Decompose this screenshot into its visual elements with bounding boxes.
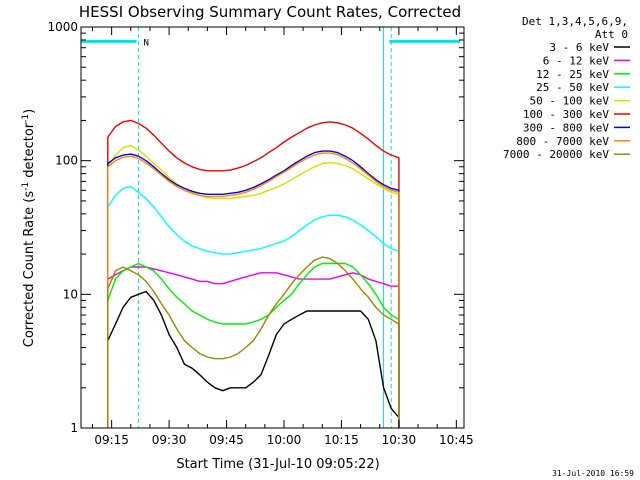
x-axis-label: Start Time (31-Jul-10 09:05:22): [176, 457, 379, 472]
series-line: [107, 262, 400, 428]
legend-entry: 6 - 12 keV: [543, 54, 610, 67]
x-tick-label: 10:00: [267, 433, 302, 447]
series-line: [107, 256, 400, 428]
y-tick-label: 10: [63, 287, 78, 301]
night-marker: N: [143, 38, 148, 48]
x-tick-label: 10:30: [382, 433, 417, 447]
y-tick-label: 1000: [47, 20, 78, 34]
y-tick-label: 1: [70, 421, 78, 435]
series-line: [107, 144, 400, 428]
series-line: [107, 150, 400, 428]
x-tick-label: 09:45: [209, 433, 244, 447]
legend-entry: 25 - 50 keV: [536, 81, 609, 94]
x-tick-label: 09:15: [94, 433, 129, 447]
legend-entry: 800 - 7000 keV: [516, 135, 609, 148]
legend-entry: 3 - 6 keV: [549, 41, 609, 54]
series-line: [107, 119, 400, 428]
series-layer: [107, 119, 400, 428]
legend-entry: 12 - 25 keV: [536, 68, 609, 81]
annotations: N: [81, 27, 461, 428]
y-tick-label: 100: [55, 154, 78, 168]
series-line: [107, 185, 400, 428]
x-tick-label: 09:30: [152, 433, 187, 447]
legend-header: Det 1,3,4,5,6,9,: [522, 15, 628, 28]
legend-entry: 300 - 800 keV: [523, 121, 609, 134]
timestamp: 31-Jul-2010 16:59: [552, 469, 634, 478]
series-line: [107, 290, 400, 428]
x-tick-label: 10:45: [439, 433, 474, 447]
legend-header: Att 0: [595, 28, 628, 41]
plot-frame: [80, 26, 465, 429]
x-tick-label: 10:15: [324, 433, 359, 447]
legend-entry: 50 - 100 keV: [530, 95, 610, 108]
series-line: [107, 152, 400, 428]
y-axis-label: Corrected Count Rate (s-1 detector-1): [21, 109, 37, 347]
series-line: [107, 266, 400, 428]
legend-entry: 7000 - 20000 keV: [503, 148, 609, 161]
axes: 09:15 09:30 09:45 10:00 10:15 10:30 10:45 1 10 10…: [47, 20, 473, 447]
chart-title: HESSI Observing Summary Count Rates, Cor…: [79, 3, 461, 21]
legend-entry: 100 - 300 keV: [523, 108, 609, 121]
